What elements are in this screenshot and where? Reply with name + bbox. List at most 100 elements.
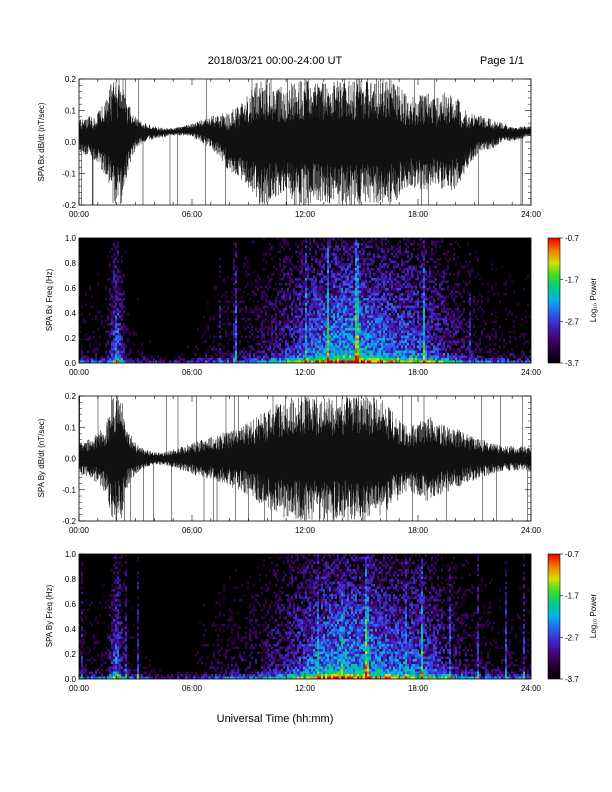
bx-spectrogram-cell [335, 323, 337, 326]
bx-spectrogram-cell [251, 310, 253, 313]
bx-spectrogram-cell [295, 345, 297, 348]
bx-spectrogram-cell [315, 240, 317, 243]
bx-spectrogram-cell [109, 310, 111, 313]
bx-spectrogram-cell [235, 273, 237, 276]
bx-spectrogram-cell [357, 248, 359, 251]
bx-spectrogram-cell [407, 303, 409, 306]
bx-spectrogram-cell [339, 275, 341, 278]
bx-spectrogram-cell [131, 360, 133, 363]
bx-spectrogram-cell [381, 355, 383, 358]
bx-spectrogram-cell [421, 355, 423, 358]
bx-spectrogram-cell [341, 245, 343, 248]
bx-spectrogram-cell [493, 328, 495, 331]
bx-spectrogram-cell [355, 285, 357, 288]
bx-spectrogram-cell [357, 245, 359, 248]
bx-spectrogram-cell [307, 318, 309, 321]
bx-spectrogram-cell [271, 278, 273, 281]
bx-spectrogram-cell [341, 270, 343, 273]
bx-spectrogram-cell [421, 340, 423, 343]
bx-spectrogram-cell [411, 285, 413, 288]
bx-spectrogram-cell [393, 320, 395, 323]
bx-spectrogram-cell [295, 265, 297, 268]
bx-spectrogram-cell [447, 350, 449, 353]
bx-spectrogram-cell [95, 360, 97, 363]
bx-spectrogram-cell [233, 348, 235, 351]
bx-spectrogram-cell [113, 265, 115, 268]
by-waveform-xtick-label: 00:00 [69, 526, 90, 535]
bx-spectrogram-cell [381, 308, 383, 311]
bx-spectrogram-cell [239, 340, 241, 343]
bx-spectrogram-cell [451, 243, 453, 246]
bx-spectrogram-cell [441, 308, 443, 311]
bx-spectrogram-cell [315, 310, 317, 313]
bx-spectrogram-cell [357, 280, 359, 283]
bx-spectrogram-cell [275, 310, 277, 313]
bx-spectrogram-cell [499, 360, 501, 363]
bx-spectrogram-cell [247, 353, 249, 356]
bx-spectrogram-cell [485, 335, 487, 338]
bx-spectrogram-cell [367, 328, 369, 331]
bx-spectrogram-cell [365, 308, 367, 311]
bx-spectrogram-cell [469, 320, 471, 323]
bx-spectrogram-cell [401, 318, 403, 321]
bx-spectrogram-cell [431, 240, 433, 243]
bx-spectrogram-cell [425, 330, 427, 333]
bx-spectrogram-cell [439, 350, 441, 353]
bx-spectrogram-cell [297, 255, 299, 258]
bx-spectrogram-cell [287, 315, 289, 318]
bx-spectrogram-cell [117, 340, 119, 343]
bx-spectrogram-cell [119, 310, 121, 313]
bx-spectrogram-cell [219, 355, 221, 358]
bx-spectrogram-cell [333, 303, 335, 306]
bx-spectrogram-cell [515, 315, 517, 318]
bx-spectrogram-cell [233, 288, 235, 291]
bx-spectrogram-cell [321, 328, 323, 331]
bx-spectrogram-cell [117, 353, 119, 356]
bx-spectrogram-cell [341, 318, 343, 321]
bx-spectrogram-cell [361, 305, 363, 308]
bx-spectrogram-cell [315, 295, 317, 298]
bx-spectrogram-cell [279, 343, 281, 346]
bx-spectrogram-cell [447, 360, 449, 363]
bx-spectrogram-cell [315, 315, 317, 318]
bx-spectrogram-cell [197, 348, 199, 351]
bx-spectrogram-cell [97, 273, 99, 276]
bx-spectrogram-cell [433, 345, 435, 348]
bx-spectrogram-cell [381, 303, 383, 306]
bx-spectrogram-cell [381, 255, 383, 258]
bx-spectrogram-cell [307, 330, 309, 333]
bx-spectrogram-cell [373, 345, 375, 348]
bx-spectrogram-cell [219, 358, 221, 361]
bx-spectrogram-cell [281, 245, 283, 248]
bx-spectrogram-cell [123, 290, 125, 293]
bx-spectrogram-cell [115, 310, 117, 313]
bx-spectrogram-cell [293, 338, 295, 341]
bx-spectrogram-cell [499, 325, 501, 328]
bx-spectrogram-cell [197, 328, 199, 331]
bx-spectrogram-cell [207, 308, 209, 311]
bx-spectrogram-cell [375, 278, 377, 281]
bx-spectrogram-cell [115, 330, 117, 333]
bx-spectrogram-cell [495, 333, 497, 336]
bx-spectrogram-cell [301, 273, 303, 276]
bx-spectrogram-cell [423, 360, 425, 363]
bx-spectrogram-cell [445, 258, 447, 261]
bx-spectrogram-cell [347, 263, 349, 266]
bx-spectrogram-cell [371, 333, 373, 336]
bx-spectrogram-cell [299, 355, 301, 358]
bx-spectrogram-cell [383, 280, 385, 283]
bx-spectrogram-cell [373, 248, 375, 251]
bx-spectrogram-cell [417, 323, 419, 326]
bx-spectrogram-cell [121, 335, 123, 338]
bx-spectrogram-cell [355, 310, 357, 313]
bx-spectrogram-cell [235, 293, 237, 296]
bx-spectrogram-cell [163, 360, 165, 363]
bx-spectrogram-cell [339, 343, 341, 346]
bx-spectrogram-cell [307, 333, 309, 336]
bx-spectrogram-cell [413, 318, 415, 321]
bx-spectrogram-cell [289, 345, 291, 348]
bx-spectrogram-xtick-label: 24:00 [521, 368, 542, 377]
bx-spectrogram-cell [143, 358, 145, 361]
bx-spectrogram-cell [329, 320, 331, 323]
bx-spectrogram-cell [373, 253, 375, 256]
